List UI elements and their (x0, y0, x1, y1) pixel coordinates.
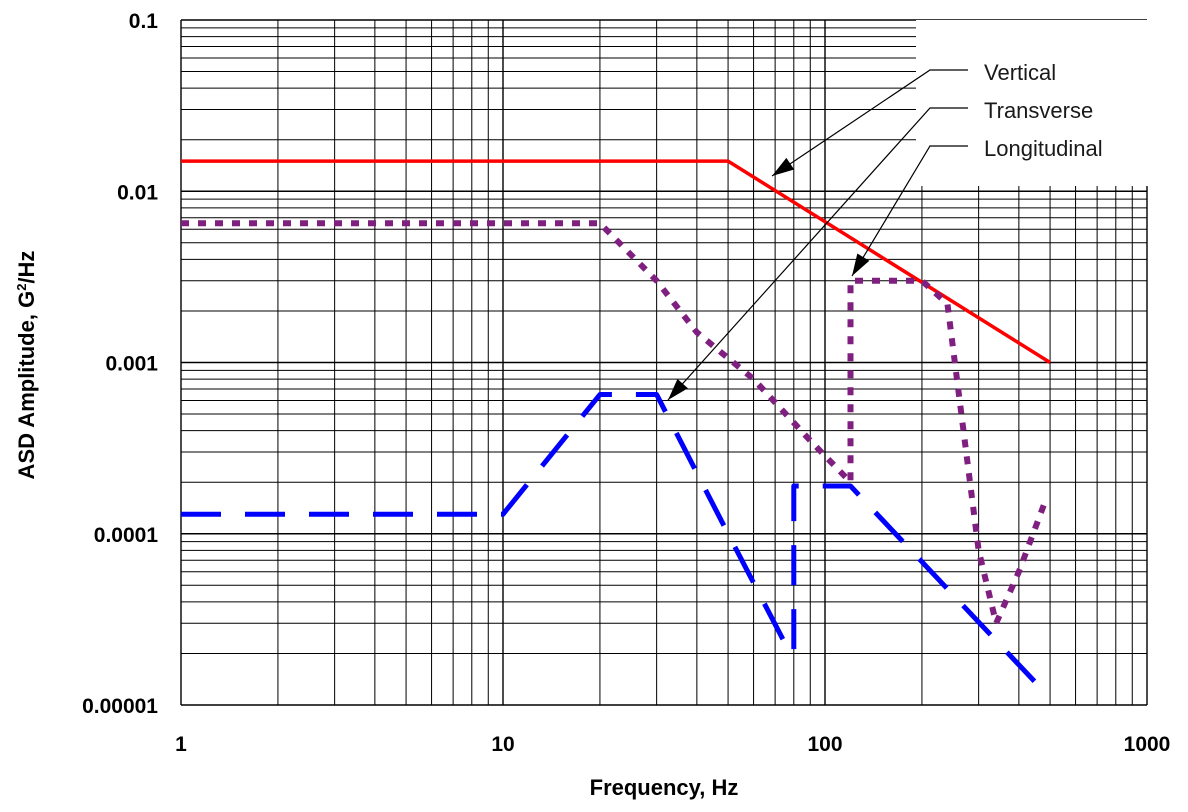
legend-label-vertical: Vertical (984, 60, 1056, 85)
y-tick-label: 0.0001 (94, 524, 159, 547)
legend-label-longitudinal: Longitudinal (984, 136, 1103, 161)
legend-leader-longitudinal (851, 145, 968, 277)
legend-leader-vertical (771, 69, 968, 177)
series-line-vertical (181, 159, 1051, 364)
legend-arrow-longitudinal (852, 253, 870, 276)
y-axis-title-sup: 2 (14, 284, 29, 291)
y-tick-label: 0.001 (105, 353, 158, 376)
x-tick-labels: 1 10 100 1000 (175, 733, 1170, 756)
y-tick-label: 0.1 (129, 10, 159, 33)
grid-lines (180, 19, 1148, 706)
y-axis-title: ASD Amplitude, G2/Hz (14, 251, 39, 480)
legend-leader-transverse (667, 107, 968, 401)
series-line-transverse (181, 392, 1052, 700)
legend: Vertical Transverse Longitudinal (667, 20, 1148, 401)
series-line-longitudinal (181, 220, 1048, 627)
legend-label-transverse: Transverse (984, 98, 1093, 123)
series-lines (181, 159, 1052, 700)
x-tick-label: 1 (175, 733, 187, 756)
y-axis-title-tail: /Hz (14, 251, 39, 284)
y-tick-label: 0.01 (117, 181, 158, 204)
x-tick-label: 1000 (1124, 733, 1171, 756)
legend-arrow-vertical (772, 157, 795, 176)
y-axis-title-main: ASD Amplitude, G (14, 291, 39, 480)
x-tick-label: 10 (491, 733, 514, 756)
y-tick-labels: 0.00001 0.0001 0.001 0.01 0.1 (82, 10, 158, 718)
x-axis-title: Frequency, Hz (590, 775, 739, 800)
x-tick-label: 100 (807, 733, 842, 756)
legend-arrow-transverse (668, 378, 688, 400)
y-tick-label: 0.00001 (82, 695, 158, 718)
legend-background (916, 20, 1148, 186)
